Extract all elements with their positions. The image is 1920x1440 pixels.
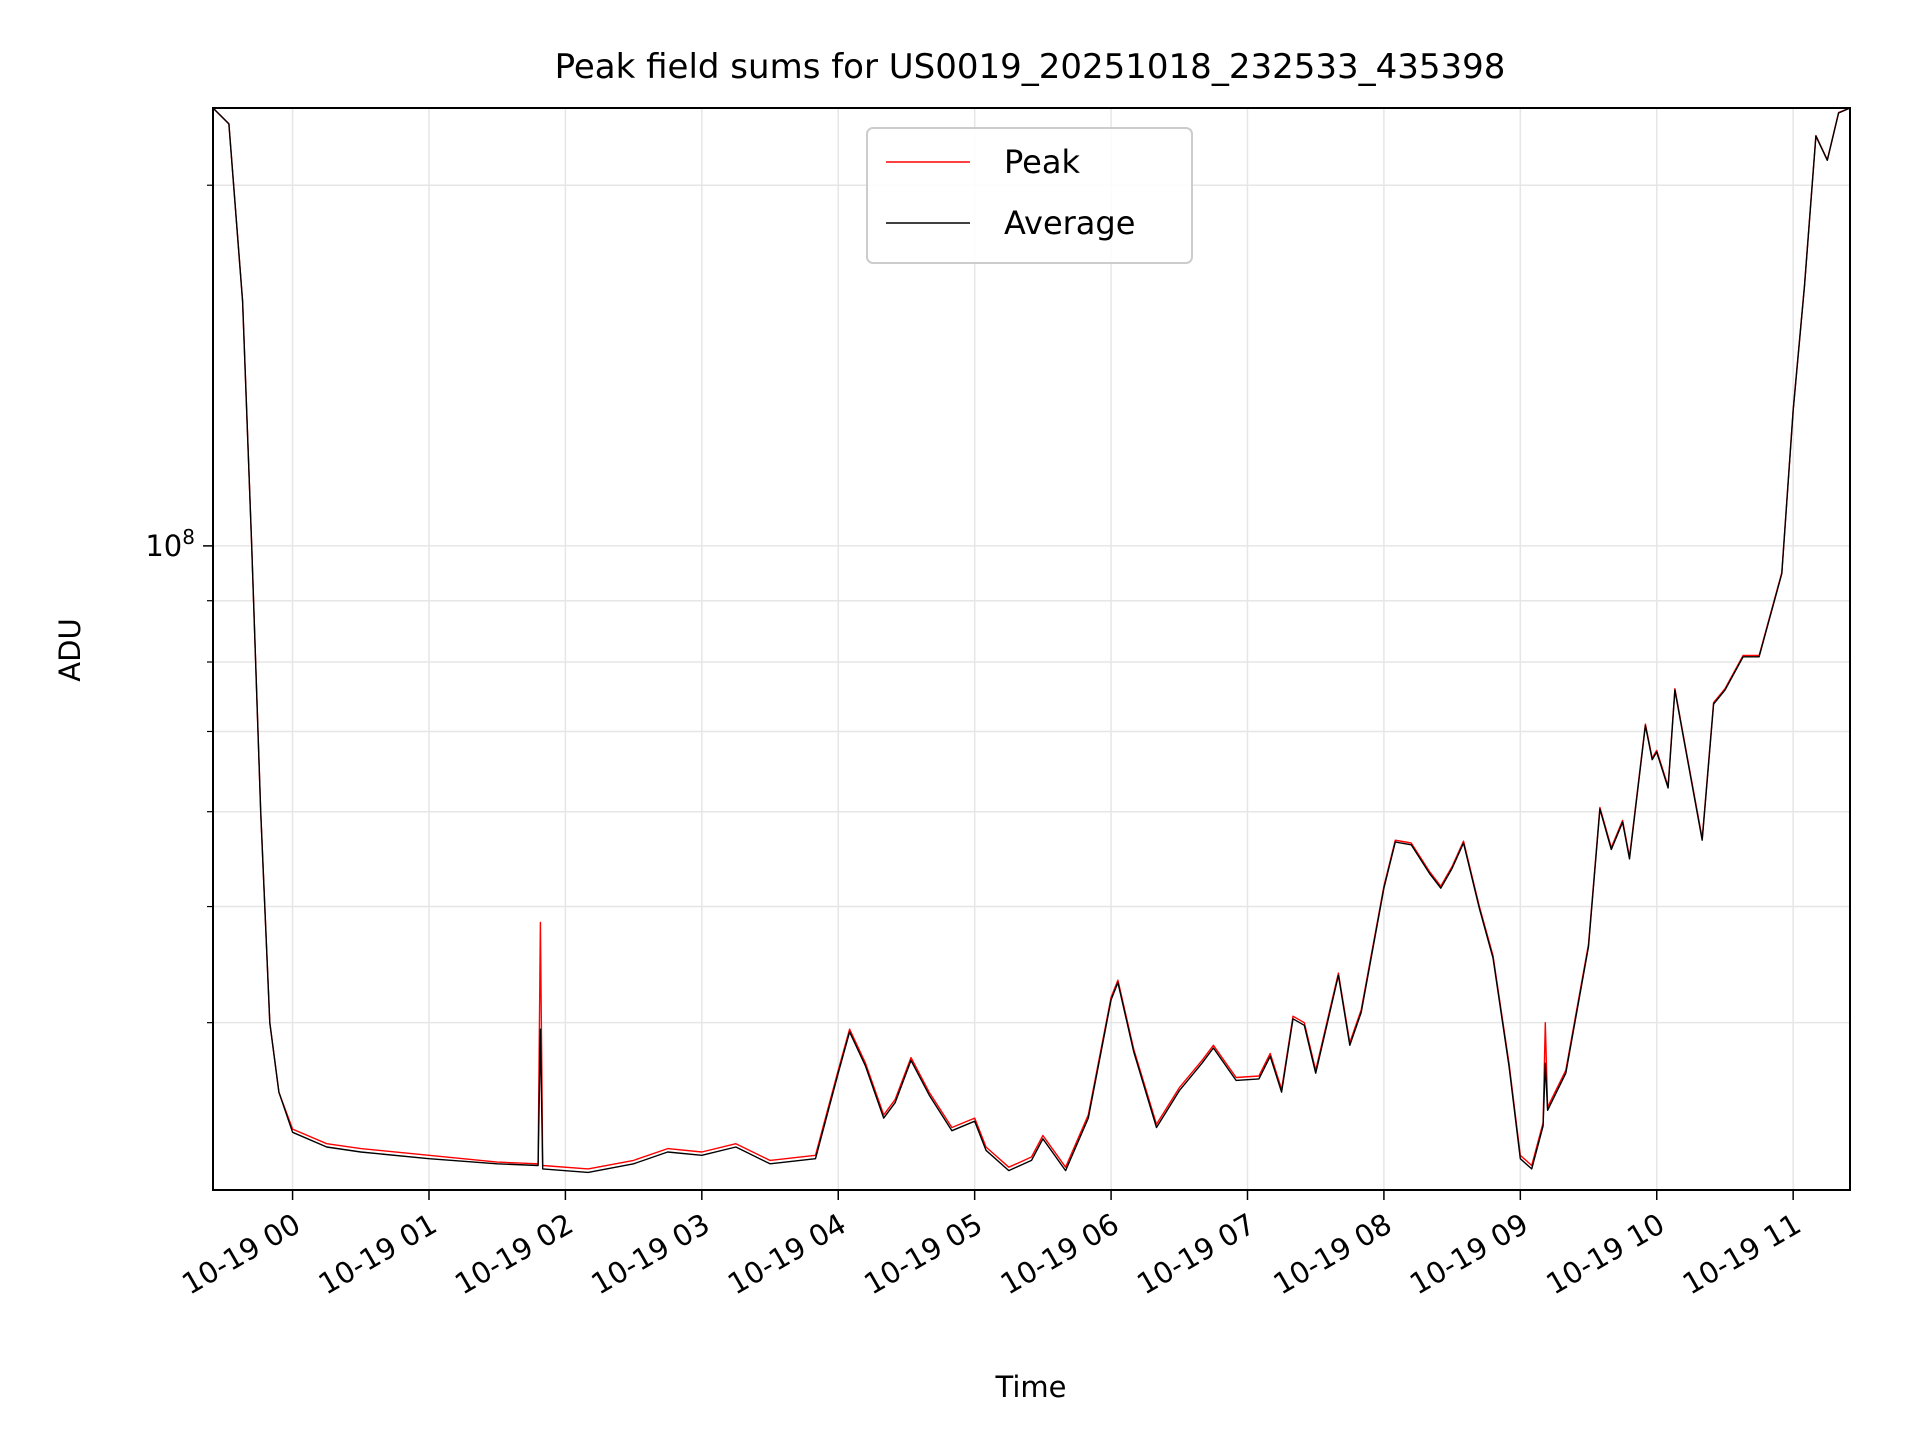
chart-title: Peak field sums for US0019_20251018_2325… <box>555 47 1506 87</box>
series-lines <box>213 108 1850 1174</box>
legend: Peak Average <box>866 127 1193 264</box>
x-axis-label: Time <box>995 1370 1067 1404</box>
legend-label-peak: Peak <box>1004 143 1080 181</box>
y-axis-ticks: 108 <box>145 184 213 1024</box>
legend-label-average: Average <box>1004 204 1135 242</box>
grid-lines <box>213 108 1850 1190</box>
y-axis-label: ADU <box>53 618 87 681</box>
series-line-average <box>213 108 1850 1174</box>
plot-frame <box>212 107 1851 1191</box>
y-tick-label: 108 <box>145 525 195 563</box>
series-line-peak <box>213 108 1850 1170</box>
